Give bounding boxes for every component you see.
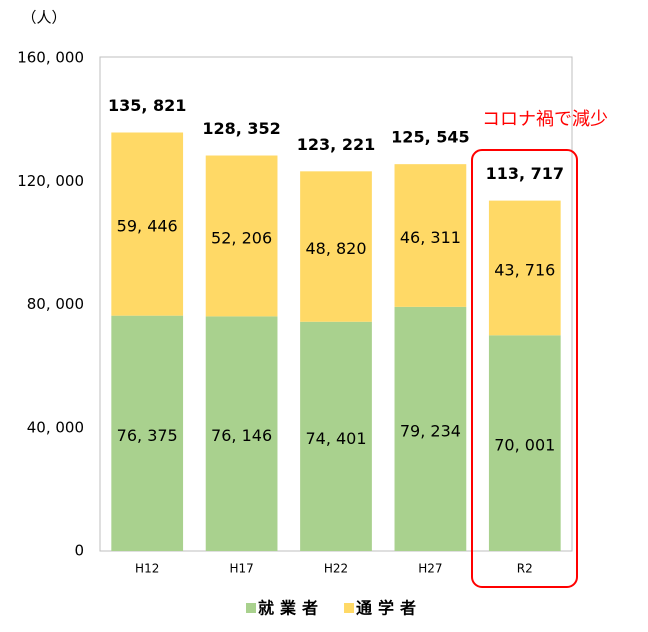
bar-segment	[394, 306, 467, 551]
annotation: コロナ禍で減少	[482, 109, 608, 130]
x-tick-label: H22	[324, 562, 348, 576]
bar-segment	[205, 155, 278, 317]
highlight-box	[471, 149, 578, 588]
x-tick-label: H12	[135, 562, 159, 576]
value-label: 52, 206	[211, 228, 272, 247]
total-label: 123, 221	[297, 135, 375, 154]
x-tick-label: H27	[418, 562, 442, 576]
y-axis-label: （人）	[21, 9, 66, 27]
value-label: 74, 401	[305, 429, 366, 448]
y-tick-label: 80, 000	[27, 295, 84, 313]
bar-segment	[394, 164, 467, 307]
total-label: 128, 352	[202, 119, 280, 138]
total-label: 135, 821	[108, 96, 186, 115]
bar-segment	[111, 132, 184, 316]
y-tick-label: 120, 000	[17, 172, 84, 190]
value-label: 48, 820	[305, 239, 366, 258]
y-tick-label: 0	[74, 542, 84, 560]
bar-segment	[300, 321, 372, 551]
value-label: 46, 311	[400, 228, 461, 247]
legend-swatch	[344, 603, 355, 613]
bar-segment	[300, 171, 372, 322]
bar-segment	[205, 316, 278, 551]
total-label: 125, 545	[391, 128, 469, 147]
total-label: 113, 717	[486, 164, 564, 183]
y-tick-label: 160, 000	[17, 49, 84, 67]
value-label: 43, 716	[494, 260, 555, 279]
bar-segment	[488, 335, 561, 551]
legend-swatch	[246, 603, 256, 613]
legend-label: 通学者	[356, 599, 422, 618]
value-label: 59, 446	[117, 217, 178, 236]
value-label: 76, 146	[211, 426, 272, 445]
y-tick-label: 40, 000	[27, 418, 84, 436]
x-tick-label: H17	[229, 562, 253, 576]
bar-segment	[111, 315, 184, 551]
legend-label: 就業者	[258, 599, 324, 618]
value-label: 79, 234	[400, 421, 461, 440]
value-label: 70, 001	[494, 436, 555, 455]
bar-segment	[488, 200, 561, 336]
x-tick-label: R2	[517, 562, 533, 576]
value-label: 76, 375	[117, 426, 178, 445]
